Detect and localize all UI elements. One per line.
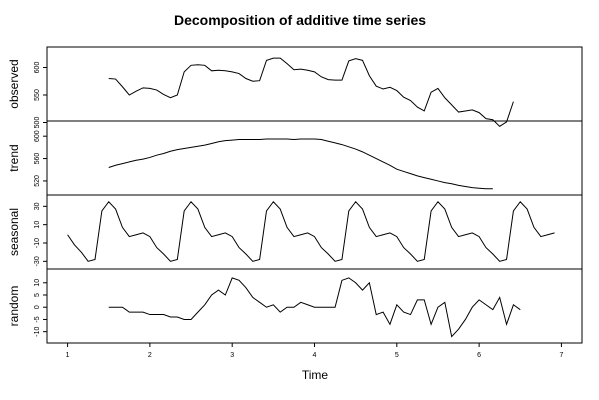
x-tick-label: 3 [230,352,234,359]
y-tick-label-seasonal: -30 [34,256,41,266]
x-tick-label: 1 [66,352,70,359]
y-tick-label-trend: 520 [34,175,41,187]
y-tick-label-random: -5 [34,316,41,322]
panel-label-random: random [7,286,21,327]
y-tick-label-observed: 500 [34,117,41,129]
panel-frame-observed [46,46,583,122]
panel-seasonal: -30 -10 10 30 seasonal [7,194,583,270]
y-tick-label-seasonal: 30 [34,202,41,210]
panel-observed: 500 550 600 observed [7,46,583,129]
series-line-random [108,277,521,338]
y-tick-label-random: 0 [34,305,41,309]
y-tick-label-seasonal: -10 [34,238,41,248]
panel-frame-trend [46,120,583,196]
y-tick-label-random: 10 [34,279,41,287]
y-tick-label-trend: 560 [34,153,41,165]
panel-label-trend: trend [7,144,21,171]
series-line-trend [108,138,493,190]
chart-title: Decomposition of additive time series [174,12,426,28]
x-tick-label: 2 [148,352,152,359]
y-tick-label-trend: 600 [34,130,41,142]
panel-label-seasonal: seasonal [7,208,21,256]
y-tick-label-random: 5 [34,293,41,297]
x-axis-label: Time [302,368,329,382]
x-tick-label: 7 [559,352,563,359]
panels-group: 500 550 600 observed 520 560 600 trend -30 -10 10 3… [7,46,583,344]
y-tick-label-observed: 550 [34,89,41,101]
panel-trend: 520 560 600 trend [7,120,583,196]
y-tick-label-observed: 600 [34,62,41,74]
y-tick-label-seasonal: 10 [34,221,41,229]
x-tick-label: 6 [477,352,481,359]
panel-random: -10 -5 0 5 10 random [7,268,583,344]
panel-label-observed: observed [7,59,21,108]
y-tick-label-random: -10 [34,327,41,337]
panel-frame-seasonal [46,194,583,270]
series-line-seasonal [67,200,555,262]
x-axis: 1 2 3 4 5 6 7 [66,343,563,359]
series-line-observed [108,57,514,127]
x-tick-label: 4 [313,352,317,359]
x-tick-label: 5 [395,352,399,359]
